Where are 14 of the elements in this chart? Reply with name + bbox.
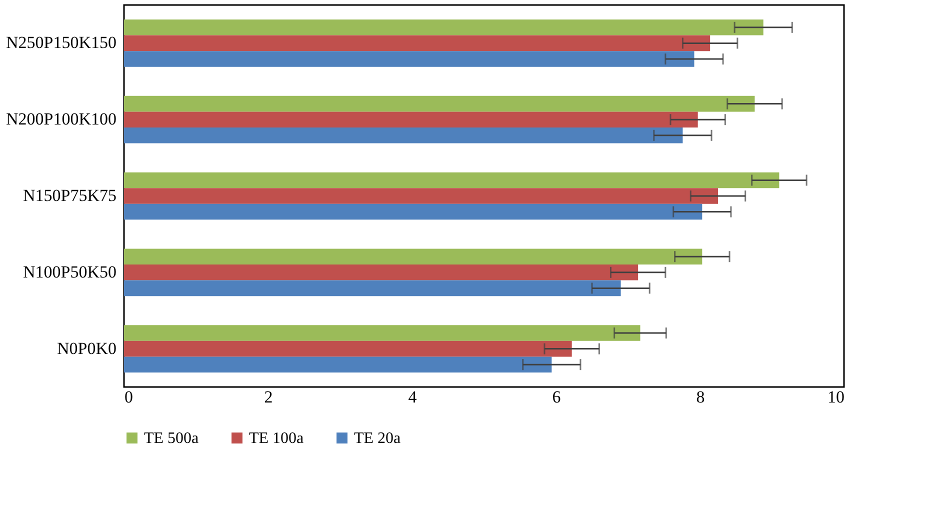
legend-label: TE 500a [144,430,199,447]
legend-label: TE 100a [249,430,304,447]
x-tick-label: 10 [828,388,844,406]
x-tick-label: 2 [264,388,273,406]
y-tick-label: N100P50K50 [22,262,116,282]
x-tick-label: 6 [552,388,561,406]
x-tick-label: 8 [696,388,705,406]
y-tick-label: N250P150K150 [6,33,116,52]
y-tick-label: N200P100K100 [6,110,116,129]
legend-label: TE 20a [354,430,401,447]
x-tick-label: 4 [408,388,418,406]
y-tick-label: N150P75K75 [22,186,116,205]
x-tick-label: 0 [124,388,133,406]
y-tick-label: N0P0K0 [56,338,116,358]
